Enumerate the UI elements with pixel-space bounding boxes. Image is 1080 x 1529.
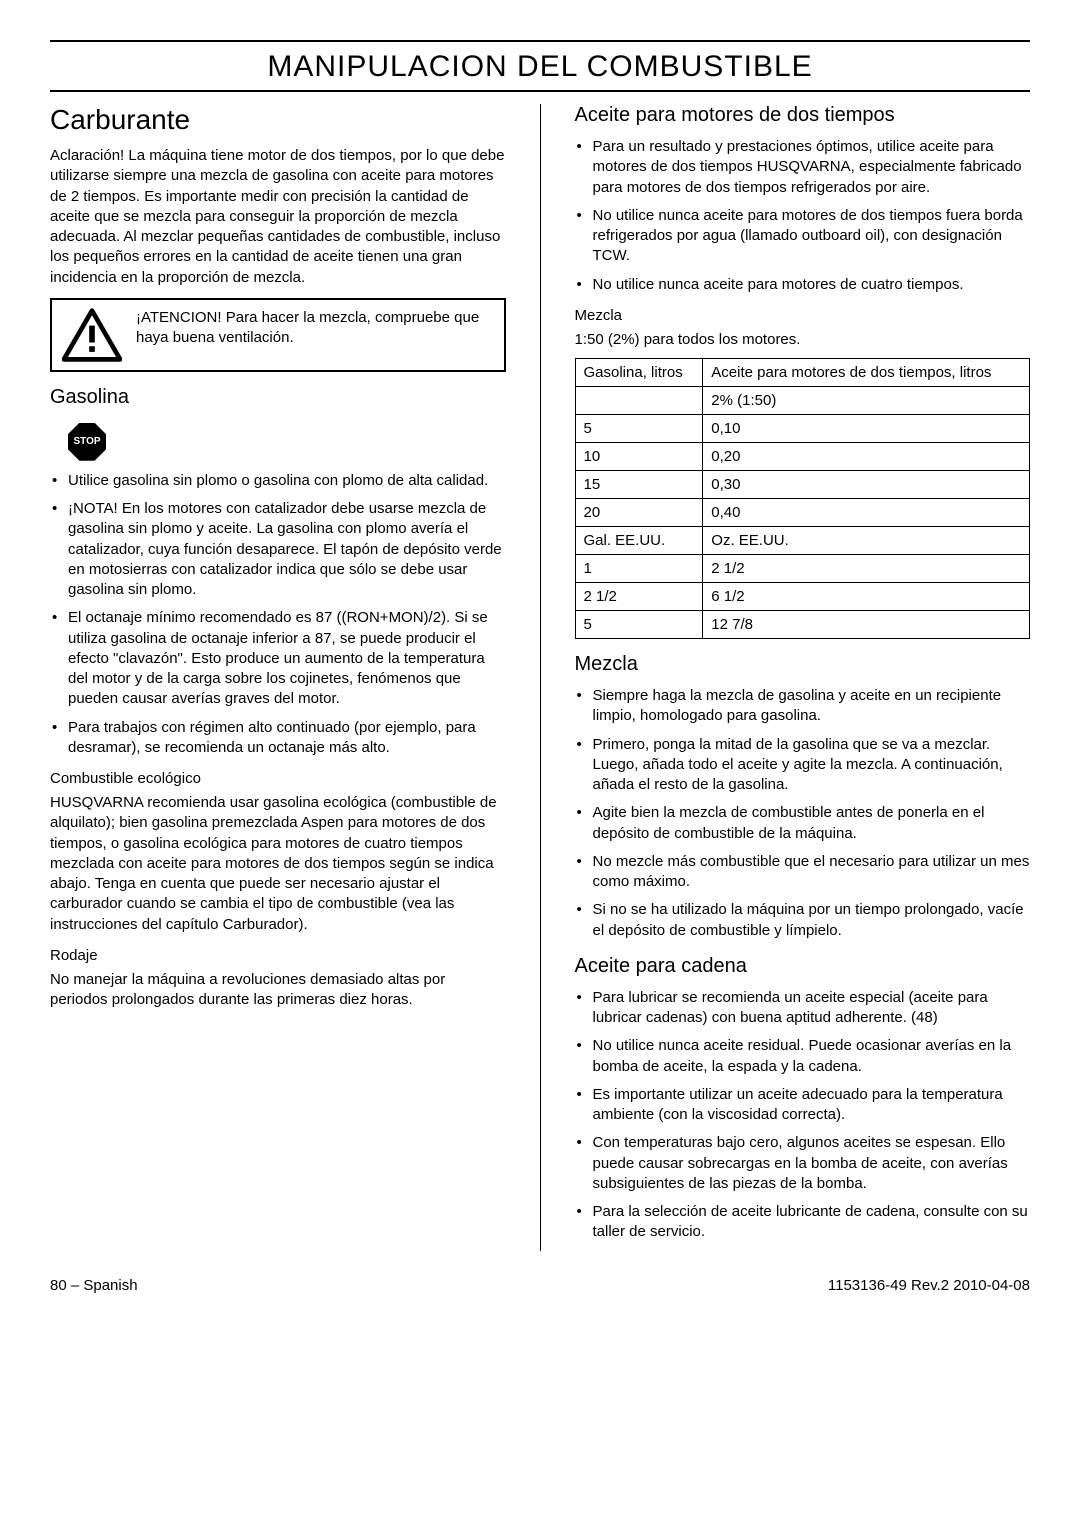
table-row: 150,30 — [575, 471, 1030, 499]
stop-icon: STOP — [68, 423, 106, 461]
heading-aceite-cadena: Aceite para cadena — [575, 955, 1031, 978]
column-right: Aceite para motores de dos tiempos Para … — [575, 104, 1031, 1251]
rodaje-paragraph: No manejar la máquina a revoluciones dem… — [50, 970, 506, 1011]
list-item: No mezcle más combustible que el necesar… — [593, 852, 1031, 893]
page-title: MANIPULACION DEL COMBUSTIBLE — [50, 50, 1030, 84]
list-item: Primero, ponga la mitad de la gasolina q… — [593, 735, 1031, 796]
footer-right: 1153136-49 Rev.2 2010-04-08 — [828, 1277, 1030, 1294]
mix-table: Gasolina, litros Aceite para motores de … — [575, 358, 1031, 639]
column-divider — [540, 104, 541, 1251]
eco-paragraph: HUSQVARNA recomienda usar gasolina ecoló… — [50, 793, 506, 935]
page-footer: 80 – Spanish 1153136-49 Rev.2 2010-04-08 — [50, 1277, 1030, 1294]
table-row: 12 1/2 — [575, 555, 1030, 583]
table-header: Gasolina, litros — [575, 359, 703, 387]
heading-mezcla: Mezcla — [575, 653, 1031, 676]
list-item: No utilice nunca aceite para motores de … — [593, 275, 1031, 295]
list-item: Es importante utilizar un aceite adecuad… — [593, 1085, 1031, 1126]
warning-box: ¡ATENCION! Para hacer la mezcla, comprue… — [50, 298, 506, 372]
warning-triangle-icon — [62, 308, 122, 362]
list-item: Para trabajos con régimen alto continuad… — [68, 718, 506, 759]
heading-carburante: Carburante — [50, 104, 506, 136]
table-header: Aceite para motores de dos tiempos, litr… — [703, 359, 1030, 387]
mezcla-list: Siempre haga la mezcla de gasolina y ace… — [575, 686, 1031, 941]
heading-aceite-dos-tiempos: Aceite para motores de dos tiempos — [575, 104, 1031, 127]
list-item: Siempre haga la mezcla de gasolina y ace… — [593, 686, 1031, 727]
intro-paragraph: Aclaración! La máquina tiene motor de do… — [50, 146, 506, 288]
rule-below-title — [50, 90, 1030, 92]
cadena-list: Para lubricar se recomienda un aceite es… — [575, 988, 1031, 1243]
heading-gasolina: Gasolina — [50, 386, 506, 409]
heading-mezcla-small: Mezcla — [575, 307, 1031, 324]
two-column-layout: Carburante Aclaración! La máquina tiene … — [50, 104, 1030, 1251]
list-item: Si no se ha utilizado la máquina por un … — [593, 900, 1031, 941]
list-item: Para un resultado y prestaciones óptimos… — [593, 137, 1031, 198]
list-item: No utilice nunca aceite residual. Puede … — [593, 1036, 1031, 1077]
rule-top — [50, 40, 1030, 42]
list-item: ¡NOTA! En los motores con catalizador de… — [68, 499, 506, 600]
table-row: 2% (1:50) — [575, 387, 1030, 415]
table-row: 2 1/26 1/2 — [575, 583, 1030, 611]
list-item: Para la selección de aceite lubricante d… — [593, 1202, 1031, 1243]
list-item: Con temperaturas bajo cero, algunos acei… — [593, 1133, 1031, 1194]
table-row: 50,10 — [575, 415, 1030, 443]
heading-rodaje: Rodaje — [50, 947, 506, 964]
table-row: 100,20 — [575, 443, 1030, 471]
table-row: Gal. EE.UU.Oz. EE.UU. — [575, 527, 1030, 555]
gasolina-list: Utilice gasolina sin plomo o gasolina co… — [50, 471, 506, 758]
table-row: Gasolina, litros Aceite para motores de … — [575, 359, 1030, 387]
table-row: 200,40 — [575, 499, 1030, 527]
warning-text: ¡ATENCION! Para hacer la mezcla, comprue… — [136, 308, 494, 349]
footer-left: 80 – Spanish — [50, 1277, 138, 1294]
aceite-list: Para un resultado y prestaciones óptimos… — [575, 137, 1031, 295]
column-left: Carburante Aclaración! La máquina tiene … — [50, 104, 506, 1251]
mezcla-ratio: 1:50 (2%) para todos los motores. — [575, 330, 1031, 350]
list-item: No utilice nunca aceite para motores de … — [593, 206, 1031, 267]
heading-combustible-ecologico: Combustible ecológico — [50, 770, 506, 787]
list-item: El octanaje mínimo recomendado es 87 ((R… — [68, 608, 506, 709]
list-item: Utilice gasolina sin plomo o gasolina co… — [68, 471, 506, 491]
list-item: Para lubricar se recomienda un aceite es… — [593, 988, 1031, 1029]
list-item: Agite bien la mezcla de combustible ante… — [593, 803, 1031, 844]
table-row: 512 7/8 — [575, 611, 1030, 639]
